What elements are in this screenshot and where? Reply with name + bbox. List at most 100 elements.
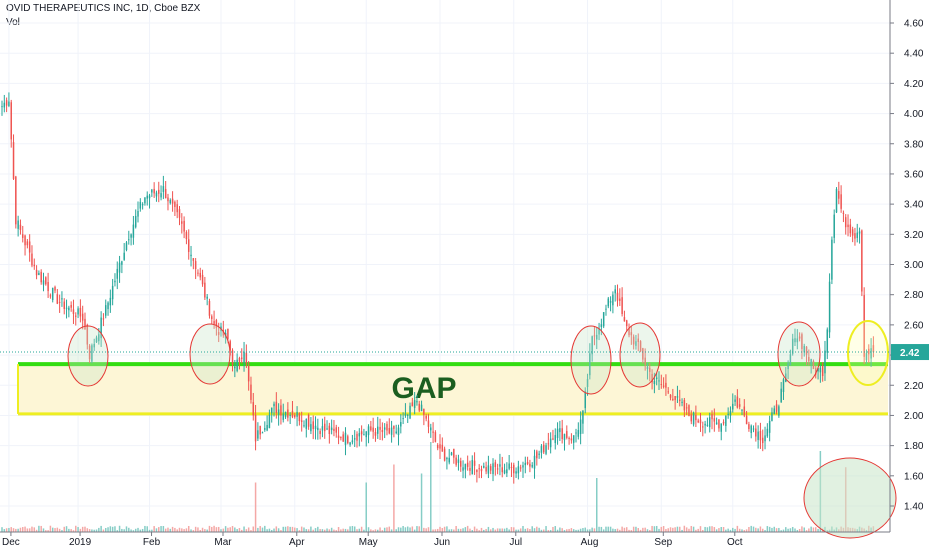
price-axis[interactable]: 1.401.601.802.002.202.402.602.803.003.20… <box>889 0 924 532</box>
volume-bar <box>84 526 86 532</box>
candle-body <box>771 412 773 422</box>
candle-body <box>397 427 400 436</box>
volume-bar <box>231 525 234 532</box>
candle-body <box>374 431 377 436</box>
candle-body <box>436 444 439 449</box>
candle-body <box>307 414 310 427</box>
volume-bar <box>3 529 6 532</box>
x-tick-label: Sep <box>654 537 672 548</box>
volume-bar <box>61 530 63 532</box>
candle-body <box>243 351 245 363</box>
volume-bar <box>757 528 759 532</box>
candle-body <box>851 229 854 236</box>
volume-bar <box>240 529 243 532</box>
volume-bar <box>204 529 206 532</box>
volume-bar <box>275 526 278 532</box>
volume-bar <box>174 527 176 532</box>
y-tick-label: 2.60 <box>904 320 924 331</box>
candle-body <box>146 195 148 199</box>
candle-body <box>778 406 780 416</box>
candle-body <box>344 432 347 445</box>
candle-body <box>499 464 501 467</box>
volume-bar <box>734 528 736 532</box>
volume-bar <box>199 529 202 532</box>
y-tick-label: 2.00 <box>904 411 924 422</box>
annotation-circle <box>777 321 821 387</box>
volume-bar <box>536 526 538 532</box>
volume-bar <box>713 527 716 532</box>
candle-body <box>169 199 172 204</box>
volume-bar <box>358 528 361 532</box>
candle-body <box>98 334 100 342</box>
candle-body <box>727 413 729 415</box>
candle-body <box>330 427 333 431</box>
candle-body <box>517 466 520 474</box>
volume-bar <box>436 528 439 532</box>
y-tick-label: 1.80 <box>904 441 924 452</box>
volume-bar <box>471 530 474 532</box>
volume-bar <box>363 529 365 532</box>
candle-body <box>49 295 52 297</box>
candle-body <box>229 341 231 351</box>
volume-bar <box>794 528 796 532</box>
volume-bar <box>277 528 280 532</box>
candle-body <box>121 261 123 265</box>
volume-bar <box>566 529 568 532</box>
volume-bar <box>155 528 158 532</box>
candle-body <box>665 382 667 388</box>
candle-body <box>589 353 591 376</box>
volume-bar <box>494 529 497 532</box>
volume-bar <box>250 530 252 532</box>
candle-body <box>501 467 503 473</box>
candle-body <box>130 234 132 238</box>
volume-bar <box>803 527 805 532</box>
volume-bar <box>752 526 755 532</box>
volume-bar <box>662 526 665 532</box>
volume-bar <box>15 528 17 532</box>
volume-bar <box>579 528 582 532</box>
volume-bar <box>593 528 596 532</box>
volume-bar <box>270 529 273 532</box>
volume-bar <box>273 528 275 532</box>
candle-body <box>347 436 349 444</box>
volume-bar <box>600 526 603 532</box>
volume-bar <box>492 527 494 532</box>
chart-title: OVID THERAPEUTICS INC, 1D, Cboe BZX <box>6 3 201 14</box>
volume-bar <box>667 528 669 532</box>
volume-bar <box>598 526 600 532</box>
candle-body <box>342 434 344 442</box>
volume-bar <box>692 526 695 532</box>
volume-bar <box>623 527 626 532</box>
candle-body <box>360 431 363 435</box>
volume-bar <box>79 528 82 532</box>
volume-bar <box>298 530 301 532</box>
volume-bar <box>778 527 780 532</box>
candle-body <box>217 332 220 335</box>
volume-bar <box>310 526 312 532</box>
volume-bar <box>547 530 550 532</box>
volume-bar <box>653 526 656 532</box>
volume-bar <box>254 482 257 532</box>
volume-bar <box>38 525 40 532</box>
volume-bar <box>393 464 395 532</box>
candle-body <box>695 415 697 421</box>
volume-bar <box>234 527 236 532</box>
volume-bar <box>750 525 752 532</box>
candle-body <box>812 360 815 370</box>
time-axis[interactable]: Dec 2019 Feb Mar Apr May Jun Jul Aug Sep Oct <box>0 531 890 548</box>
volume-bar <box>552 526 554 532</box>
volume-bar <box>704 526 706 532</box>
volume-bar <box>443 526 446 532</box>
volume-bar <box>114 526 116 532</box>
candle-body <box>563 433 566 441</box>
candle-body <box>273 403 275 407</box>
candle-body <box>107 302 109 310</box>
annotation-circle <box>570 325 612 395</box>
candle-body <box>395 431 397 434</box>
candle-body <box>660 383 663 385</box>
candle-body <box>427 420 430 427</box>
candle-body <box>725 415 727 426</box>
volume-bar <box>423 527 425 532</box>
candle-body <box>21 234 24 238</box>
